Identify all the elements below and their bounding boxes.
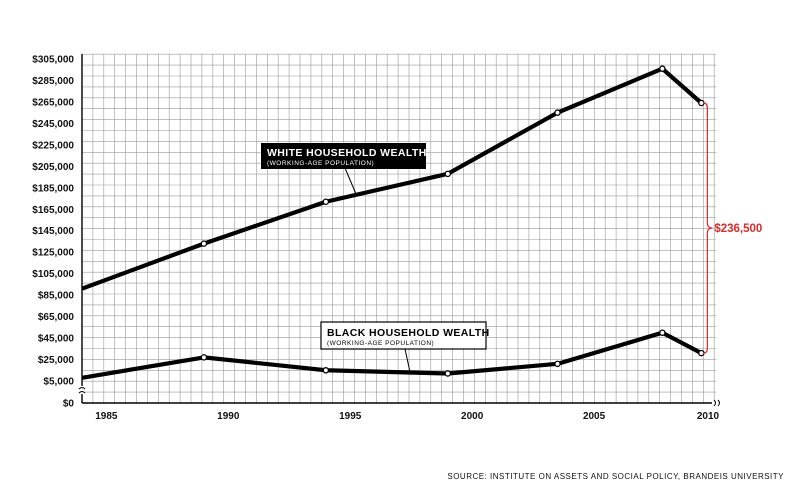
white-data-point bbox=[698, 99, 705, 107]
y-tick-label: $305,000 bbox=[32, 55, 74, 66]
x-tick-label: 2005 bbox=[583, 411, 606, 422]
black-data-point bbox=[322, 367, 330, 374]
white-household-wealth-line bbox=[81, 66, 703, 291]
y-tick-label: $205,000 bbox=[32, 162, 74, 173]
black-series-label-box: BLACK HOUSEHOLD WEALTH (WORKING-AGE POPU… bbox=[320, 321, 490, 373]
y-tick-label: $25,000 bbox=[38, 355, 75, 366]
white-data-point bbox=[554, 109, 561, 116]
y-tick-label: $225,000 bbox=[32, 140, 74, 151]
x-axis-break-mark bbox=[713, 399, 720, 407]
x-tick-label: 1990 bbox=[217, 411, 240, 422]
x-tick-label: 1985 bbox=[95, 411, 118, 422]
white-data-point bbox=[322, 198, 330, 206]
y-tick-label: $285,000 bbox=[32, 76, 74, 87]
y-tick-label: $125,000 bbox=[32, 248, 74, 259]
series-layer bbox=[81, 65, 705, 380]
source-note: SOURCE: INSTITUTE ON ASSETS AND SOCIAL P… bbox=[447, 472, 784, 481]
white-series-name: WHITE HOUSEHOLD WEALTH bbox=[267, 147, 427, 159]
black-data-point bbox=[554, 360, 561, 368]
white-label-background bbox=[261, 143, 426, 169]
black-data-point bbox=[200, 354, 208, 361]
white-data-point bbox=[444, 170, 452, 178]
wealth-gap-annotation: $236,500 bbox=[703, 102, 762, 354]
y-tick-label: $5,000 bbox=[43, 377, 74, 388]
chart-grid bbox=[81, 53, 716, 404]
white-data-point bbox=[659, 65, 666, 72]
gap-brace bbox=[703, 102, 713, 354]
y-tick-label: $265,000 bbox=[32, 97, 74, 108]
x-tick-label: 1995 bbox=[339, 411, 362, 422]
x-axis-tick-labels: 1985 1990 1995 2000 2005 2010 bbox=[95, 411, 719, 422]
white-data-point bbox=[200, 240, 208, 247]
y-tick-label: $65,000 bbox=[38, 312, 75, 323]
black-label-leader-line bbox=[404, 348, 411, 373]
black-data-point bbox=[659, 329, 666, 336]
black-series-name: BLACK HOUSEHOLD WEALTH bbox=[327, 327, 490, 339]
x-tick-label: 2010 bbox=[697, 411, 720, 422]
chart-axes bbox=[78, 54, 720, 407]
x-tick-label: 2000 bbox=[461, 411, 484, 422]
black-data-point bbox=[444, 370, 452, 377]
y-tick-label: $45,000 bbox=[38, 334, 75, 345]
white-series-label-box: WHITE HOUSEHOLD WEALTH (WORKING-AGE POPU… bbox=[261, 143, 427, 195]
y-axis-break-gap bbox=[79, 386, 85, 394]
gap-value-label: $236,500 bbox=[714, 223, 762, 235]
y-axis-tick-labels: $0 $5,000 $25,000 $45,000 $65,000 $85,000 $105… bbox=[32, 55, 74, 410]
black-series-subtitle: (WORKING-AGE POPULATION) bbox=[327, 340, 434, 347]
y-tick-label: $0 bbox=[63, 399, 75, 410]
black-data-point bbox=[698, 349, 705, 357]
y-tick-label: $185,000 bbox=[32, 183, 74, 194]
y-tick-label: $245,000 bbox=[32, 119, 74, 130]
y-axis-break-mark bbox=[78, 387, 86, 394]
y-tick-label: $145,000 bbox=[32, 226, 74, 237]
y-tick-label: $85,000 bbox=[38, 291, 75, 302]
y-tick-label: $105,000 bbox=[32, 269, 74, 280]
y-tick-label: $165,000 bbox=[32, 205, 74, 216]
black-label-background bbox=[320, 321, 487, 350]
white-label-leader-line bbox=[344, 167, 357, 195]
white-series-subtitle: (WORKING-AGE POPULATION) bbox=[267, 160, 374, 167]
